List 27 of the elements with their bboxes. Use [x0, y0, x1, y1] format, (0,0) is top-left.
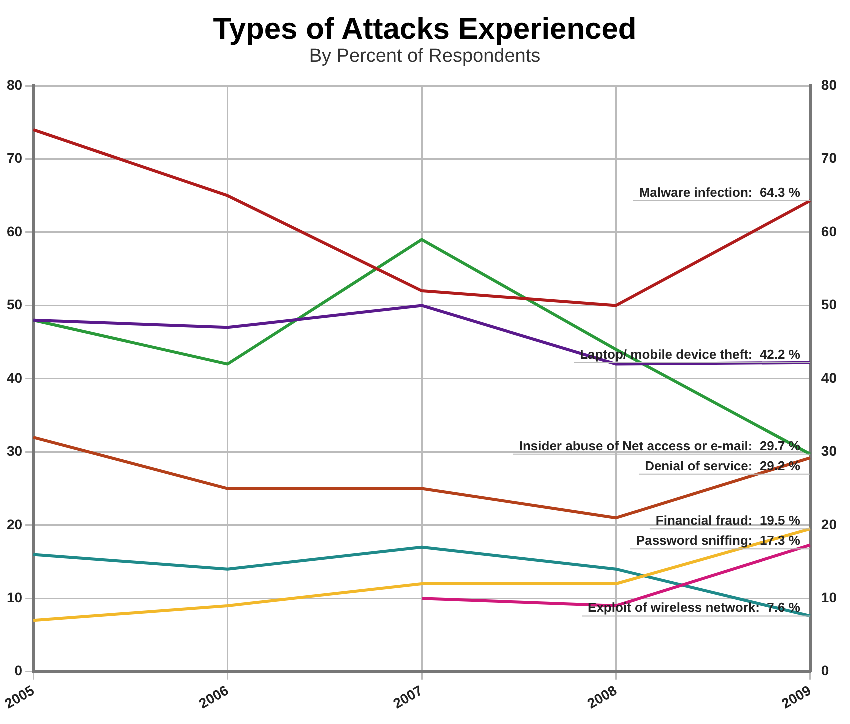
y-tick-label: 0 [14, 662, 23, 679]
chart-title: Types of Attacks Experienced [212, 13, 638, 46]
annotation: Financial fraud: 19.5 % [656, 513, 801, 528]
y2-tick-label: 60 [821, 223, 838, 240]
y-tick-label: 70 [6, 150, 23, 166]
y2-tick-label: 30 [821, 443, 838, 460]
y-tick-label: 30 [6, 443, 23, 460]
x-tick-label: 2007 [390, 682, 426, 712]
x-tick-label: 2006 [196, 682, 232, 712]
y-tick-label: 20 [6, 516, 23, 532]
y2-tick-label: 70 [821, 150, 838, 166]
annotation: Malware infection: 64.3 % [639, 184, 801, 200]
y-tick-label: 50 [6, 296, 23, 313]
x-tick-label: 2008 [584, 682, 620, 712]
y2-tick-label: 80 [821, 76, 838, 93]
y-tick-label: 80 [6, 76, 23, 93]
y2-tick-label: 10 [821, 590, 838, 606]
x-tick-label: 2009 [778, 682, 814, 712]
chart-subtitle: By Percent of Respondents [308, 46, 542, 68]
y2-tick-label: 50 [821, 296, 838, 313]
y2-tick-label: 0 [821, 662, 830, 679]
y-tick-label: 40 [6, 370, 23, 386]
y-tick-label: 60 [6, 223, 23, 240]
y2-tick-label: 40 [821, 370, 838, 386]
y2-tick-label: 20 [821, 516, 838, 532]
y-tick-label: 10 [6, 590, 23, 606]
x-tick-label: 2005 [2, 682, 38, 712]
